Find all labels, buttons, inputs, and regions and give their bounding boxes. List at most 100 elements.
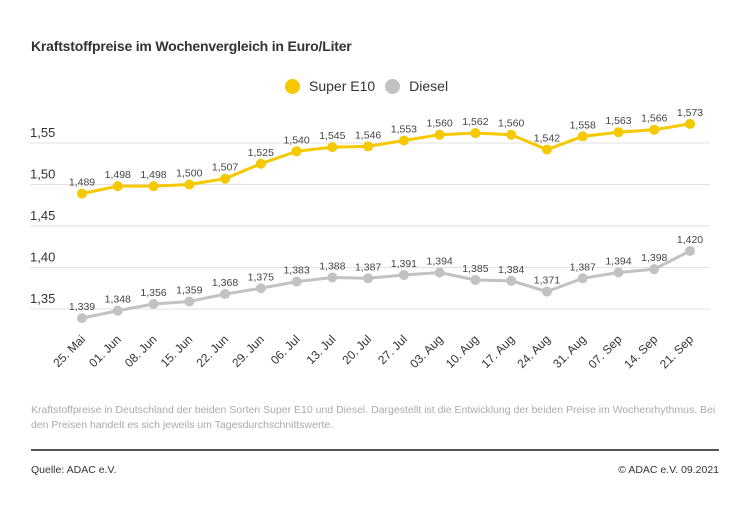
data-label: 1,500 <box>176 168 202 180</box>
series-line-super-e10 <box>81 122 691 196</box>
x-tick-label: 15. Jun <box>158 332 196 370</box>
x-tick-label: 10. Aug <box>443 332 482 371</box>
data-label: 1,339 <box>69 301 95 313</box>
data-point <box>112 305 123 316</box>
data-label: 1,566 <box>641 113 667 125</box>
data-point <box>77 313 87 324</box>
x-tick-label: 07. Sep <box>585 332 624 371</box>
chart-title: Kraftstoffpreise im Wochenvergleich in E… <box>31 38 352 54</box>
data-point <box>291 276 302 287</box>
legend: Super E10 Diesel <box>285 78 458 94</box>
y-tick-label: 1,40 <box>30 250 55 265</box>
legend-marker-diesel <box>385 78 401 94</box>
data-point <box>685 118 695 129</box>
data-point <box>649 264 660 275</box>
source-text: Quelle: ADAC e.V. <box>31 464 117 476</box>
x-tick-label: 22. Jun <box>193 332 231 370</box>
data-label: 1,563 <box>605 115 631 127</box>
data-label: 1,507 <box>212 162 238 174</box>
data-point <box>363 273 374 284</box>
x-tick-label: 27. Jul <box>375 332 410 367</box>
y-tick-label: 1,45 <box>30 208 55 223</box>
data-label: 1,573 <box>677 107 703 119</box>
x-tick-label: 20. Jul <box>339 332 374 367</box>
data-label: 1,540 <box>283 134 309 146</box>
x-tick-label: 24. Aug <box>514 332 553 371</box>
data-point <box>255 158 266 169</box>
legend-label: Diesel <box>409 78 449 94</box>
data-point <box>327 142 338 153</box>
data-point <box>184 296 195 307</box>
data-label: 1,384 <box>498 264 524 276</box>
data-point <box>577 131 588 142</box>
data-label: 1,542 <box>534 133 560 145</box>
data-label: 1,546 <box>355 129 381 141</box>
data-label: 1,387 <box>355 261 381 273</box>
legend-item-super-e10: Super E10 <box>285 78 375 94</box>
data-label: 1,560 <box>427 118 453 130</box>
data-label: 1,356 <box>140 287 166 299</box>
data-point <box>363 141 374 152</box>
data-label: 1,385 <box>462 263 488 275</box>
data-label: 1,560 <box>498 118 524 130</box>
footnote: Kraftstoffpreise in Deutschland der beid… <box>31 404 716 431</box>
data-point <box>220 173 231 184</box>
x-tick-label: 13. Jul <box>304 332 339 367</box>
data-point <box>291 146 302 157</box>
data-label: 1,545 <box>319 130 345 142</box>
data-label: 1,525 <box>248 147 274 159</box>
data-point <box>148 181 159 192</box>
copyright-text: © ADAC e.V. 09.2021 <box>618 464 719 476</box>
data-label: 1,383 <box>283 265 309 277</box>
data-point <box>184 179 195 190</box>
data-point <box>506 275 517 286</box>
x-tick-label: 01. Jun <box>86 332 124 370</box>
data-label: 1,420 <box>677 234 703 246</box>
data-point <box>649 124 660 135</box>
data-point <box>434 129 445 140</box>
data-point <box>398 269 409 280</box>
series-line-diesel <box>81 249 691 320</box>
data-point <box>77 188 87 199</box>
legend-label: Super E10 <box>309 78 376 94</box>
data-label: 1,375 <box>248 271 274 283</box>
data-label: 1,394 <box>427 255 453 267</box>
data-label: 1,391 <box>391 258 417 270</box>
data-point <box>112 181 123 192</box>
data-label: 1,498 <box>105 169 131 181</box>
data-label: 1,371 <box>534 275 560 287</box>
data-label: 1,553 <box>391 124 417 136</box>
data-label: 1,398 <box>641 252 667 264</box>
data-point <box>506 129 517 140</box>
data-label: 1,394 <box>605 255 631 267</box>
data-label: 1,489 <box>69 177 95 189</box>
data-point <box>470 274 481 285</box>
data-point <box>685 245 695 256</box>
y-tick-label: 1,55 <box>30 125 55 140</box>
data-point <box>327 272 338 283</box>
data-label: 1,387 <box>570 261 596 273</box>
x-tick-label: 03. Aug <box>407 332 446 371</box>
data-point <box>541 286 552 297</box>
x-tick-label: 17. Aug <box>479 332 518 371</box>
data-point <box>577 273 588 284</box>
data-label: 1,562 <box>462 116 488 128</box>
y-tick-label: 1,35 <box>30 291 55 306</box>
data-point <box>470 128 481 139</box>
data-label: 1,348 <box>105 294 131 306</box>
data-point <box>255 283 266 294</box>
data-label: 1,359 <box>176 285 202 297</box>
data-point <box>398 135 409 146</box>
legend-marker-super-e10 <box>285 78 300 94</box>
x-tick-label: 08. Jun <box>122 332 160 370</box>
x-tick-label: 29. Jun <box>229 332 267 370</box>
data-label: 1,498 <box>140 169 166 181</box>
x-tick-label: 06. Jul <box>268 332 303 367</box>
y-tick-label: 1,50 <box>30 167 55 182</box>
data-point <box>613 127 624 138</box>
data-label: 1,388 <box>319 260 345 272</box>
data-point <box>434 267 445 278</box>
data-label: 1,368 <box>212 277 238 289</box>
data-point <box>613 267 624 278</box>
